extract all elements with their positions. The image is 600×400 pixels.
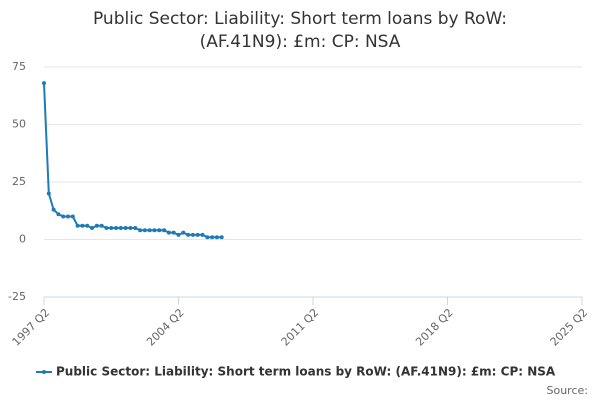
point [90,226,95,230]
point [171,230,176,235]
source-label: Source: [547,384,589,397]
point [123,226,128,230]
point [195,232,200,237]
y-tick-label: 50 [12,118,26,131]
point [186,232,191,237]
point [157,228,162,233]
line [43,83,222,239]
y-tick-label: 75 [12,60,26,73]
y-tick-label: 25 [12,175,26,188]
point [109,226,114,230]
point [61,214,66,219]
point [133,226,138,230]
y-tick-label: 0 [19,233,26,246]
legend-marker [42,370,46,374]
point [176,232,181,237]
point [190,232,195,237]
x-tick-label: 2004 Q2 [144,306,187,349]
x-tick-label: 2025 Q2 [548,306,591,349]
point [205,235,210,240]
point [42,81,46,86]
x-tick-label: 2018 Q2 [413,306,456,349]
point [214,235,219,240]
x-tick-label: 1997 Q2 [10,306,53,349]
point [85,223,90,228]
point [70,214,75,219]
legend-label: Public Sector: Liability: Short term loa… [56,365,556,379]
point [138,228,143,233]
point [94,223,99,228]
chart-title: Public Sector: Liability: Short term loa… [92,9,508,52]
point [142,228,147,233]
point [181,230,186,235]
point [104,226,109,230]
point [66,214,71,219]
point [56,212,61,217]
point [51,207,56,212]
point [114,226,119,230]
point [75,223,80,228]
point [128,226,133,230]
point [99,223,104,228]
point [152,228,157,233]
x-tick-label: 2011 Q2 [279,306,322,349]
point [219,235,224,240]
point [118,226,123,230]
point [166,230,171,235]
point [46,191,51,196]
point [200,232,205,237]
point [80,223,85,228]
y-tick-label: -25 [8,290,26,303]
point [210,235,215,240]
point [162,228,167,233]
point [147,228,152,233]
